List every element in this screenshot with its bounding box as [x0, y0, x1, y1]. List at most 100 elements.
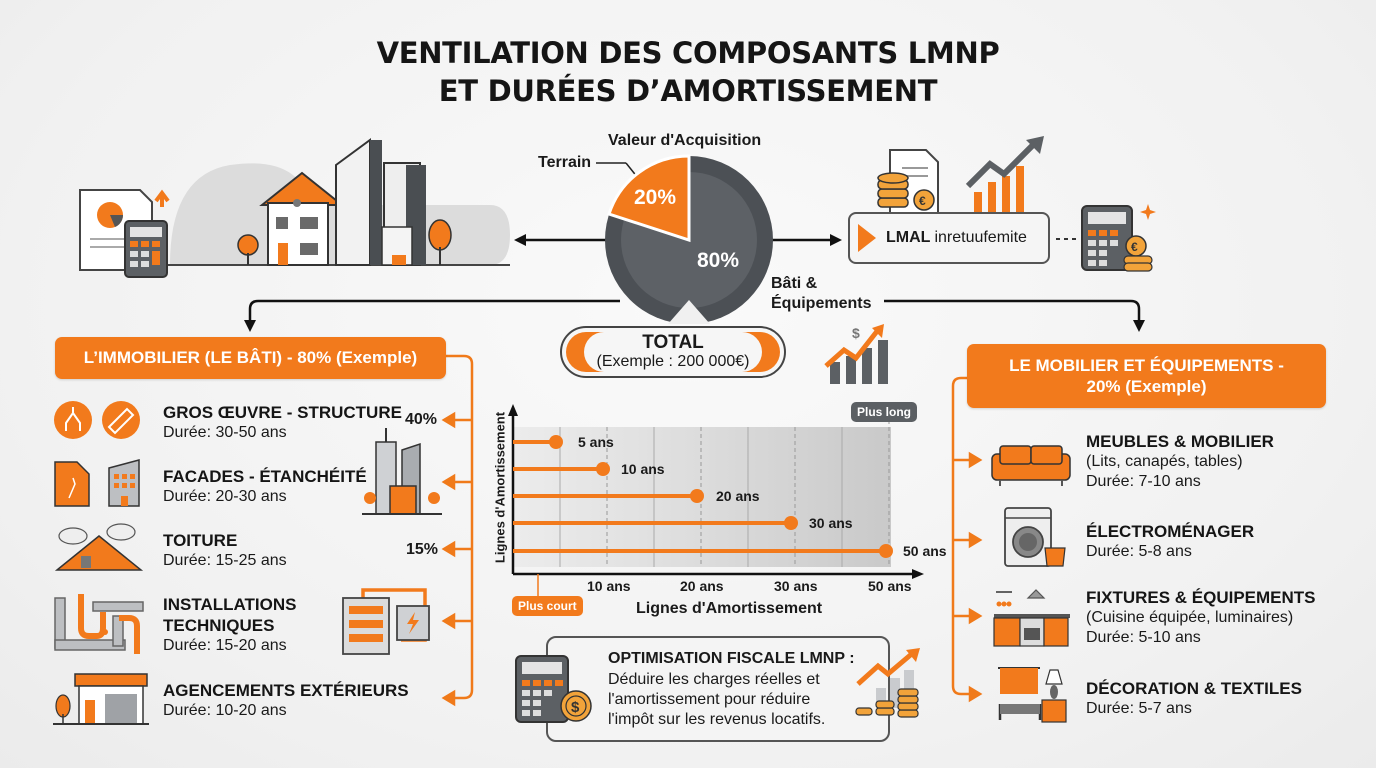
item-duration: Durée: 30-50 ans [163, 424, 287, 441]
left-item-3-pct: 15% [406, 541, 439, 558]
left-item-1: GROS ŒUVRE - STRUCTURE Durée: 30-50 ans [163, 402, 402, 443]
lmal-label: LMAL [886, 229, 931, 246]
bar-label-5: 50 ans [903, 543, 947, 559]
finance-icons: € [877, 136, 1044, 212]
facade-icon [54, 459, 140, 507]
electrical-panel-icon [342, 588, 430, 655]
x-tick-1: 10 ans [587, 578, 631, 594]
item-title: FACADES - ÉTANCHÉITÉ [163, 467, 367, 486]
item-duration: Durée: 10-20 ans [163, 702, 287, 719]
item-title: INSTALLATIONS [163, 595, 297, 614]
svg-text:$: $ [571, 699, 580, 716]
left-section-header: L’IMMOBILIER (LE BÂTI) - 80% (Exemple) [55, 337, 446, 379]
x-tick-3: 30 ans [774, 578, 818, 594]
bati-percent: 80% [697, 249, 740, 272]
item-title: MEUBLES & MOBILIER [1086, 432, 1274, 451]
bar-label-2: 10 ans [621, 461, 665, 477]
left-item-2: FACADES - ÉTANCHÉITÉ Durée: 20-30 ans [163, 466, 367, 507]
item-duration: Durée: 5-10 ans [1086, 629, 1201, 646]
optimisation-line-3: l'impôt sur les revenus locatifs. [608, 711, 826, 728]
left-item-4: INSTALLATIONS TECHNIQUES Durée: 15-20 an… [163, 594, 296, 656]
growth-chart-icon: $ [824, 324, 888, 384]
left-item-1-pct: 40% [405, 411, 438, 428]
calculator-euro-icon: € [1081, 204, 1156, 272]
bati-label-line-1: Bâti & [771, 275, 818, 292]
bedroom-decor-icon [998, 667, 1067, 723]
x-tick-4: 50 ans [868, 578, 912, 594]
svg-text:€: € [1131, 240, 1138, 254]
optimisation-title: OPTIMISATION FISCALE LMNP : [608, 650, 855, 667]
title-line-1: VENTILATION DES COMPOSANTS LMNP [376, 36, 1000, 70]
bar-label-1: 5 ans [578, 434, 614, 450]
title-line-2: ET DURÉES D’AMORTISSEMENT [438, 74, 938, 108]
optimisation-line-1: Déduire les charges réelles et [608, 671, 820, 688]
item-title-2: TECHNIQUES [163, 616, 275, 635]
item-title: GROS ŒUVRE - STRUCTURE [163, 403, 402, 422]
city-illustration [79, 138, 510, 278]
optimisation-text: Déduire les charges réelles et l'amortis… [608, 670, 878, 730]
svg-text:$: $ [852, 325, 860, 341]
terrain-label: Terrain [538, 154, 592, 171]
coins-growth-icon [855, 648, 920, 718]
tree-icon [237, 219, 452, 265]
roof-icon [54, 523, 144, 571]
washing-machine-icon [1004, 507, 1066, 567]
structure-icon [54, 401, 140, 439]
item-title: FIXTURES & ÉQUIPEMENTS [1086, 588, 1316, 607]
calculator-dollar-icon: $ [515, 655, 592, 723]
item-duration: Durée: 15-20 ans [163, 637, 287, 654]
optimisation-line-2: l'amortissement pour réduire [608, 691, 811, 708]
kitchen-icon [993, 589, 1070, 647]
item-title: ÉLECTROMÉNAGER [1086, 522, 1255, 541]
terrain-percent: 20% [634, 186, 677, 209]
right-item-4: DÉCORATION & TEXTILES Durée: 5-7 ans [1086, 678, 1302, 719]
play-icon [858, 224, 876, 252]
house-icon [259, 171, 345, 266]
item-detail: (Cuisine équipée, luminaires) [1086, 609, 1294, 626]
amortization-chart [508, 404, 924, 596]
left-item-3: TOITURE Durée: 15-25 ans [163, 530, 287, 571]
page-title: VENTILATION DES COMPOSANTS LMNP ET DURÉE… [0, 34, 1376, 110]
item-duration: Durée: 20-30 ans [163, 488, 287, 505]
item-duration: Durée: 15-25 ans [163, 552, 287, 569]
lmal-box: LMAL inretuufemite [848, 212, 1050, 264]
acquisition-label: Valeur d'Acquisition [608, 132, 762, 149]
acquisition-pie-chart [596, 154, 773, 324]
right-header-line-1: LE MOBILIER ET ÉQUIPEMENTS - [1009, 356, 1284, 375]
left-item-5: AGENCEMENTS EXTÉRIEURS Durée: 10-20 ans [163, 680, 409, 721]
chart-y-axis-label: Lignes d'Amortissement [492, 411, 508, 564]
towers-icon [335, 138, 426, 266]
plus-court-tag: Plus court [512, 596, 583, 616]
plus-long-tag: Plus long [851, 402, 917, 422]
right-item-1: MEUBLES & MOBILIER (Lits, canapés, table… [1086, 431, 1274, 492]
calculator-icon [124, 220, 168, 278]
item-duration: Durée: 7-10 ans [1086, 473, 1201, 490]
bati-label: Bâti & Équipements [771, 274, 871, 314]
right-item-2: ÉLECTROMÉNAGER Durée: 5-8 ans [1086, 521, 1254, 562]
total-pill: TOTAL (Exemple : 200 000€) [560, 326, 786, 378]
pipes-icon [54, 594, 144, 654]
right-item-3: FIXTURES & ÉQUIPEMENTS (Cuisine équipée,… [1086, 587, 1316, 648]
item-title: AGENCEMENTS EXTÉRIEURS [163, 681, 409, 700]
bar-label-3: 20 ans [716, 488, 760, 504]
item-duration: Durée: 5-8 ans [1086, 543, 1192, 560]
right-section-header: LE MOBILIER ET ÉQUIPEMENTS - 20% (Exempl… [967, 344, 1326, 408]
lmal-sublabel: inretuufemite [934, 229, 1027, 246]
item-duration: Durée: 5-7 ans [1086, 700, 1192, 717]
right-header-line-2: 20% (Exemple) [1086, 377, 1207, 396]
sofa-icon [991, 445, 1071, 486]
total-subtitle: (Exemple : 200 000€) [596, 353, 750, 370]
item-title: DÉCORATION & TEXTILES [1086, 679, 1302, 698]
item-detail: (Lits, canapés, tables) [1086, 453, 1243, 470]
skyscraper-icon [362, 428, 442, 515]
chart-x-axis-label: Lignes d'Amortissement [636, 600, 823, 617]
garage-icon [53, 673, 149, 725]
item-title: TOITURE [163, 531, 238, 550]
optimisation-box [546, 636, 890, 742]
x-tick-2: 20 ans [680, 578, 724, 594]
total-title: TOTAL [642, 332, 704, 353]
bati-label-line-2: Équipements [771, 295, 872, 312]
bar-label-4: 30 ans [809, 515, 853, 531]
svg-text:€: € [919, 194, 926, 208]
